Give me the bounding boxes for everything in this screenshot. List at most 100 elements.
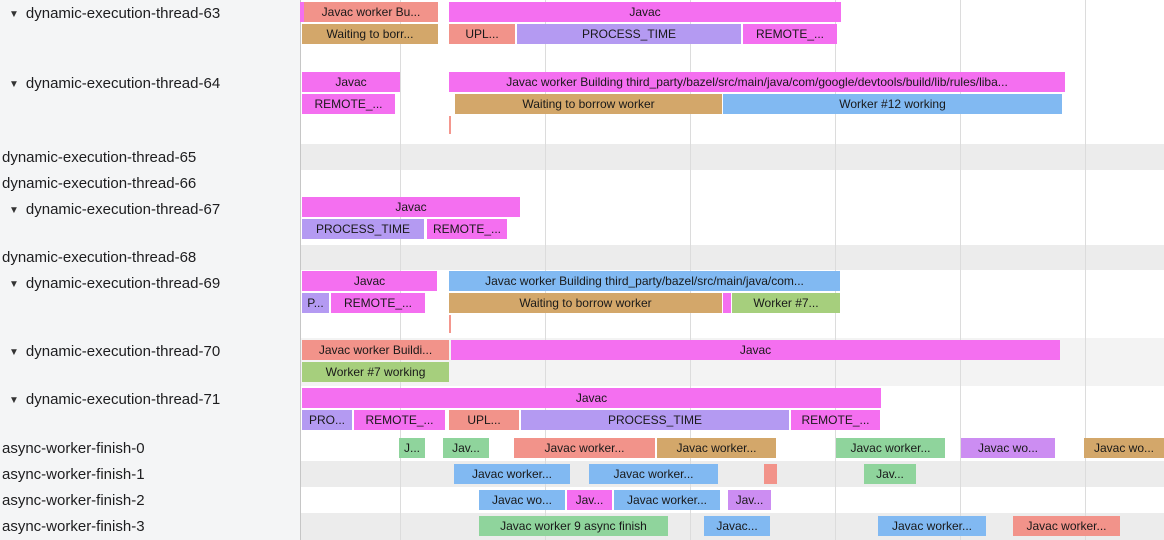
thread-label-dynamic-execution-thread-64[interactable]: ▼ dynamic-execution-thread-64: [0, 70, 300, 144]
thread-track[interactable]: J... Jav... Javac worker... Javac worker...…: [300, 435, 1164, 461]
trace-event-bar[interactable]: Javac: [302, 72, 400, 92]
thread-label-dynamic-execution-thread-71[interactable]: ▼ dynamic-execution-thread-71: [0, 386, 300, 435]
trace-event-bar[interactable]: Jav...: [443, 438, 489, 458]
trace-event-bar[interactable]: Worker #7...: [732, 293, 840, 313]
trace-event-bar[interactable]: J...: [399, 438, 425, 458]
thread-name: dynamic-execution-thread-64: [25, 75, 221, 92]
trace-event-bar[interactable]: Javac worker 9 async finish: [479, 516, 668, 536]
timeline-row: ▼ dynamic-execution-thread-71 Javac PRO... R…: [0, 386, 1164, 435]
trace-event-bar[interactable]: REMOTE_...: [302, 94, 395, 114]
trace-event-bar[interactable]: [300, 2, 304, 22]
trace-event-bar[interactable]: REMOTE_...: [427, 219, 507, 239]
trace-event-bar[interactable]: UPL...: [449, 410, 519, 430]
collapse-triangle-icon[interactable]: ▼: [9, 79, 19, 90]
trace-event-bar[interactable]: REMOTE_...: [791, 410, 880, 430]
thread-name: async-worker-finish-1: [2, 465, 145, 483]
trace-event-bar[interactable]: PROCESS_TIME: [517, 24, 741, 44]
timeline-row: dynamic-execution-thread-68: [0, 245, 1164, 270]
thread-name: dynamic-execution-thread-69: [25, 275, 221, 292]
trace-event-bar[interactable]: Javac wo...: [961, 438, 1055, 458]
trace-event-bar[interactable]: Javac: [302, 388, 881, 408]
thread-label-dynamic-execution-thread-66[interactable]: dynamic-execution-thread-66: [0, 170, 300, 196]
trace-event-bar[interactable]: PROCESS_TIME: [521, 410, 789, 430]
trace-event-bar[interactable]: Javac worker...: [1013, 516, 1120, 536]
thread-track[interactable]: Javac wo... Jav... Javac worker... Jav...: [300, 487, 1164, 513]
thread-name: dynamic-execution-thread-63: [25, 5, 221, 22]
thread-track[interactable]: Javac Javac worker Building third_party/b…: [300, 70, 1164, 144]
trace-event-bar[interactable]: Worker #7 working: [302, 362, 449, 382]
trace-event-bar[interactable]: Javac worker...: [878, 516, 986, 536]
thread-label-async-worker-finish-0[interactable]: async-worker-finish-0: [0, 435, 300, 461]
trace-event-bar[interactable]: Javac: [302, 197, 520, 217]
thread-track[interactable]: Javac PRO... REMOTE_... UPL... PROCESS_TIME R…: [300, 386, 1164, 435]
thread-track[interactable]: Javac Javac worker Building third_party/b…: [300, 270, 1164, 338]
trace-event-bar[interactable]: Waiting to borr...: [302, 24, 438, 44]
thread-label-async-worker-finish-1[interactable]: async-worker-finish-1: [0, 461, 300, 487]
trace-event-bar[interactable]: Waiting to borrow worker: [455, 94, 722, 114]
trace-event-bar[interactable]: Javac worker...: [836, 438, 945, 458]
thread-track[interactable]: Javac PROCESS_TIME REMOTE_...: [300, 196, 1164, 245]
trace-event-bar[interactable]: UPL...: [449, 24, 515, 44]
thread-track[interactable]: [300, 245, 1164, 270]
trace-event-bar[interactable]: REMOTE_...: [743, 24, 837, 44]
collapse-triangle-icon[interactable]: ▼: [9, 279, 19, 290]
trace-event-bar[interactable]: Javac worker...: [514, 438, 655, 458]
timeline-row: async-worker-finish-0 J... Jav... Javac wor…: [0, 435, 1164, 461]
thread-track[interactable]: Javac worker 9 async finish Javac... Javac…: [300, 513, 1164, 540]
trace-event-bar[interactable]: Javac worker Building third_party/bazel/…: [449, 72, 1065, 92]
thread-name: async-worker-finish-0: [2, 439, 145, 457]
trace-event-bar[interactable]: Javac worker...: [589, 464, 718, 484]
thread-label-dynamic-execution-thread-67[interactable]: ▼ dynamic-execution-thread-67: [0, 196, 300, 245]
collapse-triangle-icon[interactable]: ▼: [9, 347, 19, 358]
thread-label-dynamic-execution-thread-68[interactable]: dynamic-execution-thread-68: [0, 245, 300, 270]
trace-event-bar[interactable]: Jav...: [567, 490, 612, 510]
trace-event-bar[interactable]: REMOTE_...: [331, 293, 425, 313]
trace-event-bar[interactable]: Javac worker Bu...: [304, 2, 438, 22]
thread-name: async-worker-finish-3: [2, 518, 145, 535]
thread-name: dynamic-execution-thread-68: [2, 249, 197, 266]
trace-event-bar[interactable]: Javac worker Buildi...: [302, 340, 449, 360]
timeline-row: ▼ dynamic-execution-thread-70 Javac worker…: [0, 338, 1164, 386]
thread-label-dynamic-execution-thread-65[interactable]: dynamic-execution-thread-65: [0, 144, 300, 170]
flow-marker: [449, 315, 451, 333]
timeline-row: ▼ dynamic-execution-thread-69 Javac Javac w…: [0, 270, 1164, 338]
trace-event-bar[interactable]: Javac wo...: [1084, 438, 1164, 458]
thread-track[interactable]: Javac worker Bu... Javac Waiting to borr..…: [300, 0, 1164, 70]
thread-track[interactable]: Javac worker Buildi... Javac Worker #7 wor…: [300, 338, 1164, 386]
thread-label-dynamic-execution-thread-69[interactable]: ▼ dynamic-execution-thread-69: [0, 270, 300, 338]
trace-event-bar[interactable]: P...: [302, 293, 329, 313]
trace-event-bar[interactable]: Jav...: [728, 490, 771, 510]
trace-event-bar[interactable]: [764, 464, 777, 484]
trace-event-bar[interactable]: Javac worker...: [614, 490, 720, 510]
trace-event-bar[interactable]: Javac worker...: [454, 464, 570, 484]
trace-event-bar[interactable]: Worker #12 working: [723, 94, 1062, 114]
trace-event-bar[interactable]: Javac: [449, 2, 841, 22]
trace-event-bar[interactable]: Javac...: [704, 516, 770, 536]
thread-name: dynamic-execution-thread-66: [2, 174, 197, 192]
trace-event-bar[interactable]: Waiting to borrow worker: [449, 293, 722, 313]
thread-track[interactable]: [300, 144, 1164, 170]
collapse-triangle-icon[interactable]: ▼: [9, 9, 19, 20]
thread-label-async-worker-finish-2[interactable]: async-worker-finish-2: [0, 487, 300, 513]
thread-label-dynamic-execution-thread-70[interactable]: ▼ dynamic-execution-thread-70: [0, 338, 300, 386]
trace-event-bar[interactable]: PROCESS_TIME: [302, 219, 424, 239]
trace-event-bar[interactable]: Javac: [451, 340, 1060, 360]
trace-event-bar[interactable]: PRO...: [302, 410, 352, 430]
trace-event-bar[interactable]: Javac: [302, 271, 437, 291]
timeline-row: async-worker-finish-1 Javac worker... Java…: [0, 461, 1164, 487]
collapse-triangle-icon[interactable]: ▼: [9, 395, 19, 406]
timeline-row: async-worker-finish-3 Javac worker 9 asyn…: [0, 513, 1164, 540]
trace-event-bar[interactable]: Jav...: [864, 464, 916, 484]
thread-track[interactable]: [300, 170, 1164, 196]
collapse-triangle-icon[interactable]: ▼: [9, 205, 19, 216]
trace-event-bar[interactable]: Javac wo...: [479, 490, 565, 510]
thread-track[interactable]: Javac worker... Javac worker... Jav...: [300, 461, 1164, 487]
trace-event-bar[interactable]: [723, 293, 731, 313]
trace-event-bar[interactable]: Javac worker...: [657, 438, 776, 458]
trace-event-bar[interactable]: REMOTE_...: [354, 410, 445, 430]
trace-event-bar[interactable]: Javac worker Building third_party/bazel/…: [449, 271, 840, 291]
thread-label-dynamic-execution-thread-63[interactable]: ▼ dynamic-execution-thread-63: [0, 0, 300, 70]
thread-name: dynamic-execution-thread-65: [2, 148, 197, 166]
thread-label-async-worker-finish-3[interactable]: async-worker-finish-3: [0, 513, 300, 540]
